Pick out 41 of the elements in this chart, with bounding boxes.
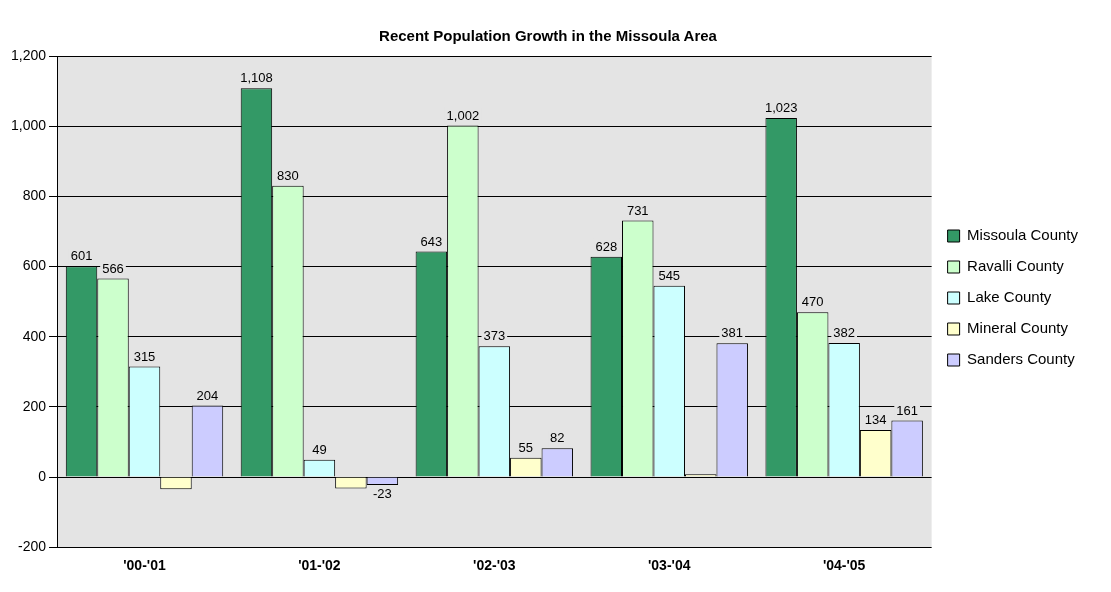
y-tick-label: 600 [22, 257, 47, 274]
data-label: 566 [102, 260, 124, 276]
x-tick-label: '04-'05 [822, 557, 866, 574]
x-tick-label: '00-'01 [123, 557, 166, 574]
y-tick-label: 400 [22, 327, 47, 344]
data-label: 49 [312, 441, 327, 457]
data-label: 134 [864, 412, 887, 428]
y-tick-label: 0 [38, 467, 47, 484]
data-label: 382 [833, 325, 856, 341]
data-label: 55 [518, 439, 534, 455]
data-label: 470 [801, 294, 824, 310]
data-label: 315 [133, 348, 156, 364]
data-label: 1,023 [764, 100, 798, 116]
data-label: 373 [483, 328, 506, 344]
chart-title: Recent Population Growth in the Missoula Area [379, 27, 718, 45]
data-label: 82 [550, 430, 565, 446]
data-label: 830 [277, 167, 299, 183]
x-tick-label: '01-'02 [298, 557, 341, 574]
data-label: 1,002 [446, 107, 480, 123]
y-tick-label: -200 [18, 538, 47, 555]
legend-label: Sanders County [967, 350, 1076, 368]
legend-label: Lake County [967, 288, 1052, 306]
legend-label: Mineral County [967, 319, 1069, 337]
x-tick-label: '02-'03 [473, 557, 516, 574]
y-tick-label: 800 [22, 187, 47, 204]
data-label: 161 [896, 402, 918, 418]
data-label: -23 [372, 486, 392, 502]
data-label: 204 [196, 387, 219, 403]
y-tick-label: 1,200 [10, 46, 47, 63]
y-tick-label: 200 [22, 397, 47, 414]
data-label: 731 [626, 202, 649, 218]
data-label: 643 [420, 233, 443, 249]
x-tick-label: '03-'04 [648, 557, 691, 574]
legend-label: Missoula County [967, 226, 1079, 244]
data-label: 628 [595, 238, 618, 254]
data-label: 1,108 [240, 70, 273, 86]
data-label: 381 [721, 325, 744, 341]
data-label: 545 [658, 267, 681, 283]
legend-label: Ravalli County [967, 257, 1065, 275]
data-label: 601 [70, 248, 93, 264]
y-tick-label: 1,000 [10, 117, 47, 134]
